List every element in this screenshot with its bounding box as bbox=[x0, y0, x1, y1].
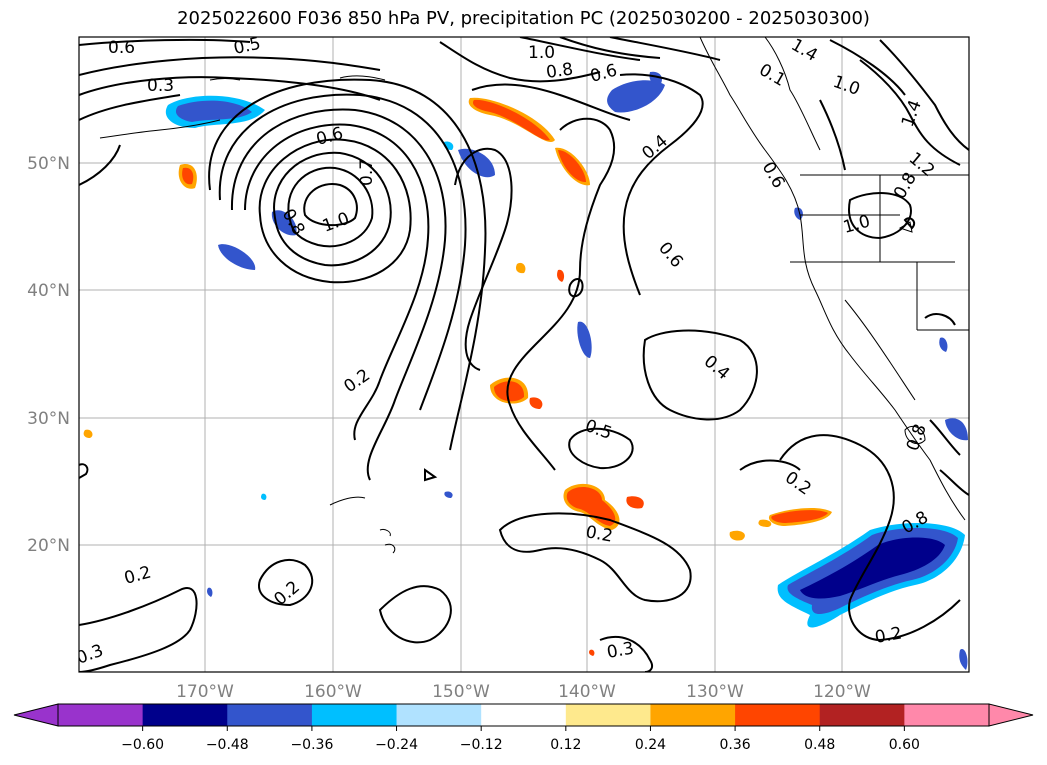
contour-label: 0.2 bbox=[340, 365, 374, 397]
colorbar-tick-label: 0.12 bbox=[550, 737, 581, 753]
contour-label: 0.2 bbox=[270, 577, 304, 610]
lat-label: 50°N bbox=[27, 154, 70, 174]
longitude-labels: 170°W 160°W 150°W 140°W 130°W 120°W bbox=[176, 682, 871, 702]
pv-contours bbox=[79, 37, 969, 672]
contour-label: 0.6 bbox=[654, 238, 687, 272]
contour-label: 1.0 bbox=[830, 72, 862, 100]
lat-label: 40°N bbox=[27, 281, 70, 301]
contour-label: 0.8 bbox=[903, 421, 931, 453]
contour-label: 0.8 bbox=[545, 59, 575, 83]
lon-label: 120°W bbox=[813, 682, 871, 702]
latitude-labels: 50°N 40°N 30°N 20°N bbox=[27, 154, 70, 556]
contour-label: 1.0 bbox=[528, 43, 555, 63]
contour-label: 0.2 bbox=[781, 468, 815, 500]
contour-label: 0.2 bbox=[122, 563, 153, 589]
colorbar-tick-label: 0.60 bbox=[889, 737, 920, 753]
map-frame bbox=[78, 36, 970, 673]
colorbar-segment bbox=[396, 704, 482, 726]
contour-label: 0.6 bbox=[588, 61, 619, 87]
colorbar-segment bbox=[650, 704, 736, 726]
colorbar-segment bbox=[227, 704, 313, 726]
colorbar-tick-label: −0.12 bbox=[460, 737, 503, 753]
map-content: 0.6 0.5 0.3 1.0 0.8 0.6 1.4 0.1 1.0 1.4 … bbox=[79, 34, 969, 672]
colorbar-frame bbox=[57, 703, 990, 727]
contour-label: 0.7 bbox=[357, 159, 377, 186]
colorbar-segment bbox=[311, 704, 398, 726]
colorbar-tick-label: −0.36 bbox=[290, 737, 333, 753]
contour-label: 0.3 bbox=[605, 639, 635, 663]
colorbar-segment bbox=[735, 704, 821, 726]
contour-label: 0.6 bbox=[108, 38, 135, 58]
contour-label: 0.5 bbox=[232, 34, 263, 59]
colorbar: −0.60 −0.48 −0.36 −0.24 −0.12 0.12 0.24 0.36 0.4… bbox=[13, 703, 1034, 753]
precip-shading bbox=[83, 71, 968, 670]
colorbar-tick-label: −0.24 bbox=[375, 737, 418, 753]
lon-label: 140°W bbox=[558, 682, 616, 702]
colorbar-segment bbox=[904, 704, 990, 726]
lon-label: 130°W bbox=[686, 682, 744, 702]
contour-label: 0.6 bbox=[758, 159, 789, 192]
colorbar-segment bbox=[58, 704, 144, 726]
map-title: 2025022600 F036 850 hPa PV, precipitatio… bbox=[177, 8, 870, 29]
lat-label: 30°N bbox=[27, 409, 70, 429]
colorbar-segment bbox=[142, 704, 228, 726]
colorbar-tick-label: −0.48 bbox=[206, 737, 249, 753]
contour-label: 1.4 bbox=[788, 35, 821, 66]
lon-label: 160°W bbox=[304, 682, 362, 702]
gridlines bbox=[79, 37, 969, 672]
contour-label: 0.4 bbox=[638, 131, 672, 164]
colorbar-tick-label: 0.24 bbox=[635, 737, 666, 753]
contour-label: 0.8 bbox=[890, 169, 921, 202]
lat-label: 20°N bbox=[27, 536, 70, 556]
contour-label: 0.2 bbox=[584, 522, 614, 546]
colorbar-tick-label: −0.60 bbox=[121, 737, 164, 753]
colorbar-segment bbox=[565, 704, 651, 726]
contour-label: 0.1 bbox=[756, 60, 789, 91]
contour-label: 1.0 bbox=[320, 209, 352, 237]
colorbar-segment bbox=[481, 704, 567, 726]
lon-label: 170°W bbox=[176, 682, 234, 702]
contour-label: 0.4 bbox=[700, 352, 734, 385]
colorbar-tick-label: 0.36 bbox=[720, 737, 751, 753]
colorbar-extend-high bbox=[988, 703, 1034, 727]
contour-label: 0.3 bbox=[147, 76, 174, 96]
contour-label: 0.2 bbox=[873, 624, 903, 648]
coastlines bbox=[99, 37, 969, 554]
lon-label: 150°W bbox=[432, 682, 490, 702]
colorbar-segment bbox=[819, 704, 905, 726]
colorbar-extend-low bbox=[13, 703, 59, 727]
colorbar-tick-label: 0.48 bbox=[804, 737, 835, 753]
